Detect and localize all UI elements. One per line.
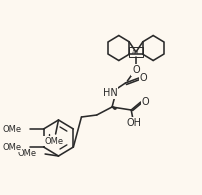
Text: OMe: OMe [44,136,63,145]
Text: OMe: OMe [2,143,22,152]
FancyBboxPatch shape [129,47,143,57]
Text: O: O [132,65,140,75]
Text: OMe: OMe [17,150,37,159]
Text: OH: OH [127,118,142,128]
Text: A₃₃: A₃₃ [132,50,140,54]
Text: O: O [140,73,147,83]
Text: HN: HN [103,88,118,98]
Text: O: O [142,97,149,107]
Text: OMe: OMe [2,124,22,134]
